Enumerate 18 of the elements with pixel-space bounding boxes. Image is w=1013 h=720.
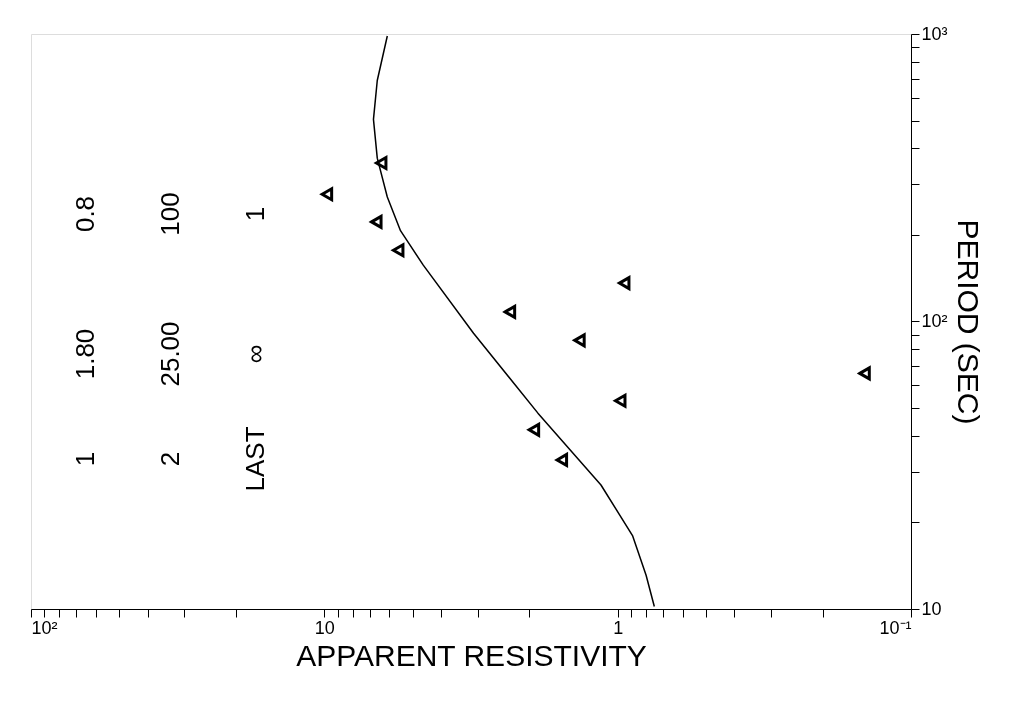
annotation: ∞ — [240, 344, 270, 364]
y-tick-label: 10³ — [921, 23, 948, 44]
y-axis-title: PERIOD (SEC) — [951, 219, 985, 425]
annotation: 0.8 — [70, 195, 100, 233]
y-tick-label: 10² — [921, 311, 948, 331]
x-tick-label: 10² — [31, 617, 58, 638]
x-tick-label: 10 — [314, 617, 335, 638]
annotation: LAST — [240, 426, 270, 492]
annotation: 1 — [240, 206, 270, 222]
annotation: 2 — [155, 451, 185, 467]
y-tick-label: 10 — [921, 598, 942, 619]
x-axis-title: APPARENT RESISTIVITY — [296, 638, 647, 672]
annotation: 1.80 — [70, 328, 100, 380]
x-tick-label: 1 — [613, 617, 624, 638]
annotation: 25.00 — [155, 321, 185, 387]
annotation: 1 — [70, 451, 100, 467]
annotation: 100 — [155, 192, 185, 236]
x-tick-label: 10⁻¹ — [879, 617, 912, 638]
